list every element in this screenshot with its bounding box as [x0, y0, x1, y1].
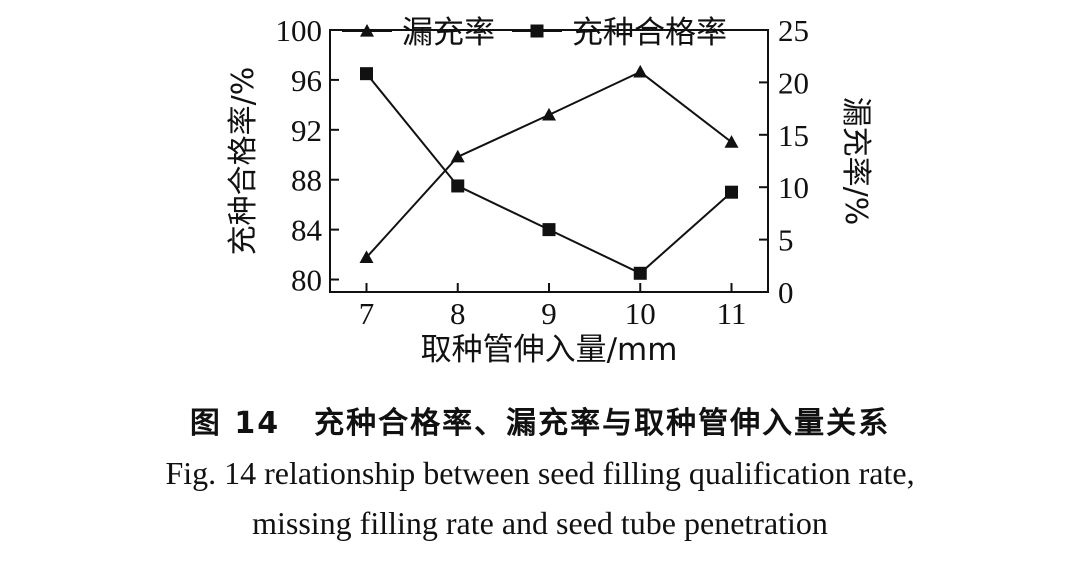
- triangle-point: [542, 107, 556, 121]
- left-y-axis: 100 96 92 88 84 80 充种合格率/%: [226, 13, 339, 298]
- x-axis-label: 取种管伸入量/mm: [421, 332, 678, 368]
- legend-item: 充种合格率: [512, 15, 727, 51]
- left-y-tick-label: 100: [276, 13, 323, 48]
- triangle-point: [633, 64, 648, 78]
- left-y-tick-label: 92: [291, 113, 322, 148]
- x-tick-label: 9: [541, 296, 557, 331]
- series-missing-filling-rate: [359, 64, 739, 264]
- square-point: [633, 266, 647, 280]
- right-y-tick-label: 15: [778, 118, 809, 153]
- caption-chinese-text: 充种合格率、漏充率与取种管伸入量关系: [314, 406, 891, 441]
- left-y-tick-label: 88: [291, 163, 322, 198]
- figure-number: 图 14: [189, 406, 281, 441]
- triangle-point: [450, 149, 465, 163]
- right-y-axis: 25 20 15 10 5 0 漏充率/%: [759, 13, 873, 310]
- right-y-tick-label: 25: [778, 13, 809, 48]
- right-y-tick-label: 20: [778, 65, 809, 100]
- right-y-axis-label: 漏充率/%: [838, 97, 873, 226]
- x-tick-label: 10: [625, 296, 656, 331]
- plot-border: [329, 29, 769, 293]
- x-axis: 7 8 9 10 11 取种管伸入量/mm: [359, 283, 747, 368]
- caption-chinese: 图 14 充种合格率、漏充率与取种管伸入量关系: [0, 398, 1080, 442]
- square-point: [725, 185, 738, 199]
- x-tick-label: 7: [359, 296, 375, 331]
- legend-item: 漏充率: [342, 15, 495, 51]
- series-filling-qualification-rate: [360, 67, 738, 280]
- legend-label: 充种合格率: [572, 15, 727, 51]
- x-tick-label: 11: [717, 296, 747, 331]
- x-tick-label: 8: [450, 296, 466, 331]
- plot-frame: [329, 29, 769, 293]
- triangle-point: [359, 250, 374, 264]
- right-y-tick-label: 5: [778, 223, 794, 258]
- left-y-axis-label: 充种合格率/%: [226, 67, 261, 256]
- triangle-point: [724, 135, 739, 148]
- left-y-tick-label: 96: [291, 63, 322, 98]
- chart-svg: 100 96 92 88 84 80 充种合格率/% 25 20 15 10 5 0 漏充率/% 7 8 9…: [226, 13, 873, 368]
- legend-marker: [530, 24, 544, 38]
- legend-label: 漏充率: [402, 15, 495, 51]
- left-y-tick-label: 84: [291, 213, 323, 248]
- left-y-tick-label: 80: [291, 263, 322, 298]
- square-point: [542, 223, 556, 237]
- square-point: [360, 67, 373, 81]
- series-line: [365, 73, 733, 275]
- square-point: [451, 179, 465, 193]
- caption-english-line-2: missing filling rate and seed tube penet…: [252, 505, 828, 541]
- caption-english-line-1: Fig. 14 relationship between seed fillin…: [165, 455, 915, 491]
- series-layer: [359, 64, 739, 280]
- legend: 漏充率 充种合格率: [342, 15, 727, 51]
- legend-marker: [360, 24, 374, 37]
- right-y-tick-label: 10: [778, 170, 809, 205]
- right-y-tick-label: 0: [778, 275, 794, 310]
